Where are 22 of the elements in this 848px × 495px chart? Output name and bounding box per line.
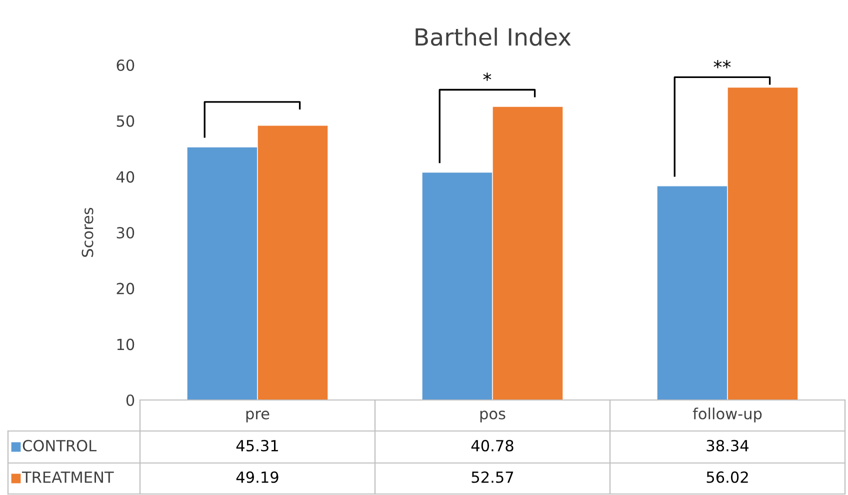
legend-label: CONTROL bbox=[22, 440, 97, 452]
data-label: 40.78 bbox=[471, 440, 514, 452]
legend-label: TREATMENT bbox=[22, 472, 114, 483]
y-tick-label: 30 bbox=[116, 226, 134, 239]
data-label: 52.57 bbox=[472, 471, 514, 483]
y-tick-label: 0 bbox=[126, 394, 134, 406]
data-label: 56.02 bbox=[706, 471, 748, 483]
y-tick-label: 10 bbox=[117, 338, 134, 350]
data-label: 38.34 bbox=[706, 440, 749, 452]
x-tick-label: pre bbox=[246, 410, 270, 422]
y-tick-label: 20 bbox=[116, 282, 134, 294]
x-tick-label: pos bbox=[480, 410, 506, 422]
y-tick-label: 40 bbox=[116, 171, 134, 183]
y-axis-title: Scores bbox=[82, 208, 94, 257]
data-label: 49.19 bbox=[236, 471, 278, 483]
data-label: 45.31 bbox=[236, 440, 278, 452]
y-tick-label: 60 bbox=[116, 59, 134, 72]
chart-title: Barthel Index bbox=[416, 28, 571, 46]
annotation: * bbox=[483, 72, 492, 81]
x-tick-label: follow-up bbox=[692, 408, 762, 422]
annotation: ** bbox=[714, 60, 731, 68]
y-tick-label: 50 bbox=[116, 115, 134, 127]
